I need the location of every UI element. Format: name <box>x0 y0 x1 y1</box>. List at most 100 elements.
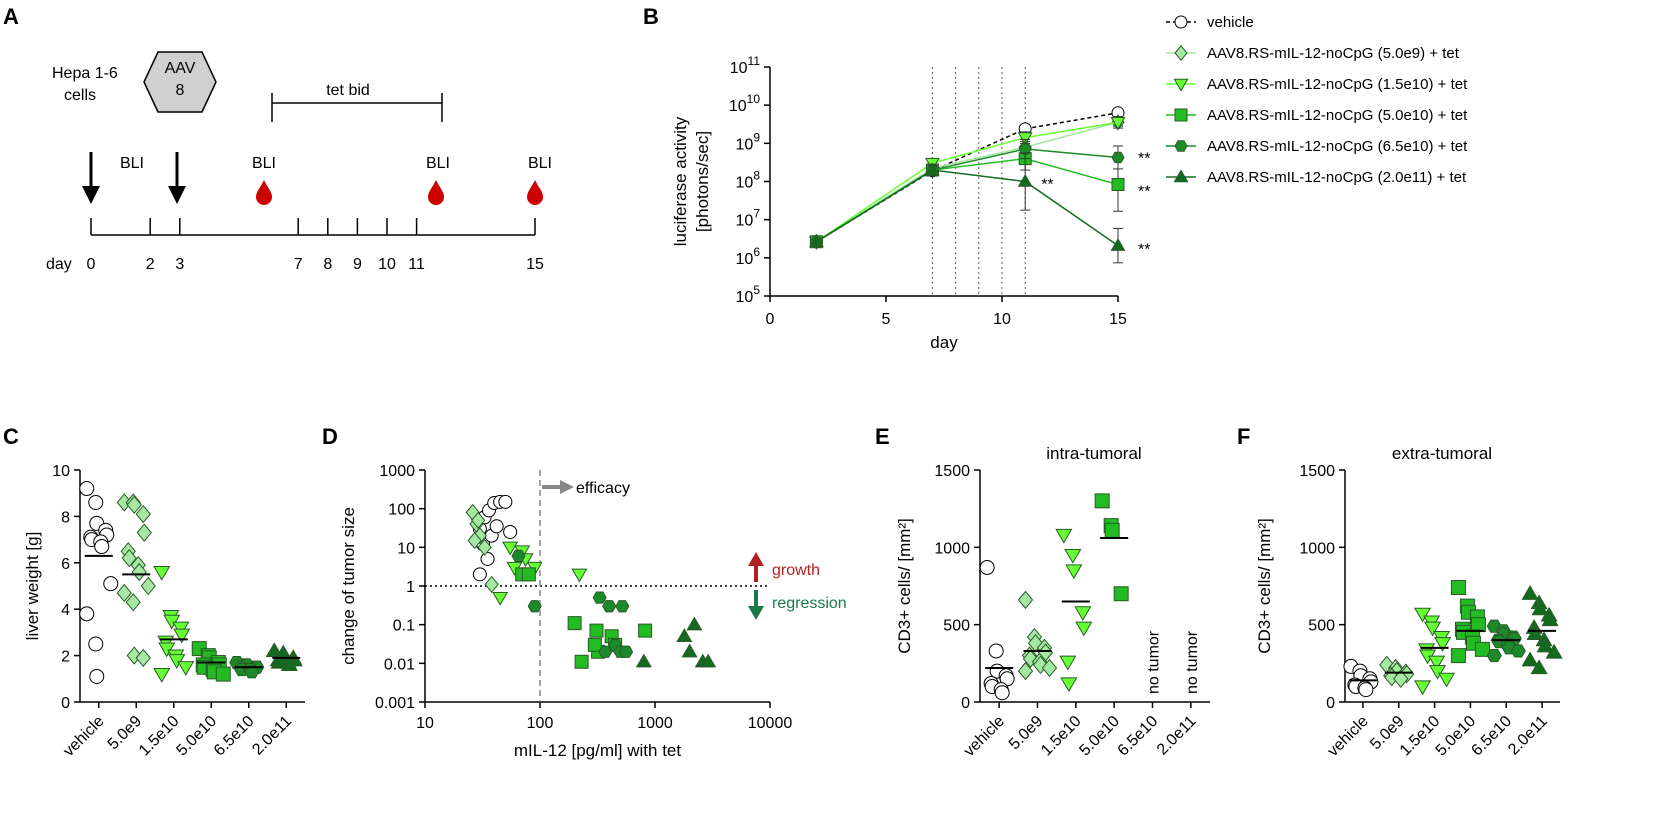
data-point <box>1438 672 1456 688</box>
data-point <box>1065 564 1083 580</box>
bli-label: BLI <box>252 155 276 172</box>
data-point <box>79 481 95 497</box>
data-point <box>153 668 171 683</box>
aav-arrow-icon <box>168 152 186 204</box>
category-label: vehicle <box>60 713 107 760</box>
x-tick-label: 5 <box>882 311 891 328</box>
y-tick-label: 0 <box>61 695 70 712</box>
y-tick-label: 1500 <box>1299 463 1335 480</box>
y-tick-label: 0.001 <box>375 695 415 712</box>
y-tick-label: 106 <box>736 245 761 268</box>
y-tick-label: 0 <box>1326 695 1335 712</box>
data-point <box>89 668 105 684</box>
y-tick-label: 107 <box>736 207 761 230</box>
chart-title: extra-tumoral <box>1392 444 1492 463</box>
legend-marker <box>1173 169 1189 183</box>
y-tick-exponent: 7 <box>753 207 760 221</box>
category-label: 1.5e10 <box>1038 713 1085 760</box>
data-point <box>177 661 195 676</box>
growth-label: growth <box>772 562 820 579</box>
data-point <box>635 653 652 668</box>
y-tick-exponent: 10 <box>747 92 761 106</box>
data-point <box>471 511 486 529</box>
cells-label-line2: cells <box>64 87 96 104</box>
y-tick-exponent: 8 <box>753 169 760 183</box>
panel-e-intratumoral: E 050010001500vehicle5.0e91.5e105.0e106.… <box>875 424 1210 760</box>
panel-d-tumor-size: D 0.001 0.01 0.1 1 10 100 1000 10 100 1000 10000 mI… <box>322 424 847 760</box>
panel-a-label: A <box>3 4 19 29</box>
data-point <box>1530 659 1548 675</box>
data-point <box>589 623 604 638</box>
data-point <box>1358 682 1374 698</box>
panel-f-extratumoral: F 050010001500vehicle5.0e91.5e105.0e106.… <box>1237 424 1563 760</box>
y-axis-label: luciferase activity <box>671 116 690 246</box>
cells-label-line1: Hepa 1-6 <box>52 65 118 82</box>
data-point <box>615 600 630 613</box>
significance-label: ** <box>1138 150 1150 167</box>
data-point <box>1110 238 1126 251</box>
data-point <box>979 559 995 575</box>
data-point <box>280 656 298 671</box>
y-tick-exponent: 9 <box>753 130 760 144</box>
data-point <box>527 600 542 613</box>
bli-label: BLI <box>528 155 552 172</box>
series-line <box>816 148 1119 243</box>
data-point <box>1450 580 1466 596</box>
data-point <box>467 531 482 550</box>
y-tick-label: 1011 <box>730 54 761 77</box>
y-tick-label: 0.1 <box>393 618 415 635</box>
data-point <box>1470 617 1486 633</box>
data-point <box>94 539 110 555</box>
data-point <box>994 685 1010 701</box>
x-axis-label: day <box>930 333 958 352</box>
legend-marker <box>1174 140 1188 152</box>
category-label: 2.0e11 <box>1505 713 1551 759</box>
data-point <box>121 548 137 568</box>
legend-marker <box>1174 108 1188 122</box>
data-point <box>1113 586 1129 602</box>
timeline-day-label: 9 <box>353 256 362 273</box>
timeline-day-label: 15 <box>526 256 544 273</box>
x-axis-label: mIL-12 [pg/ml] with tet <box>514 741 682 760</box>
x-tick-label: 10 <box>416 715 434 732</box>
data-point <box>1075 621 1093 637</box>
data-point <box>472 567 487 582</box>
data-point <box>1110 117 1126 130</box>
y-tick-label: 6 <box>61 556 70 573</box>
data-point <box>1041 658 1058 678</box>
data-point <box>125 593 141 612</box>
data-point <box>1521 585 1539 600</box>
data-point <box>1064 548 1082 564</box>
series-line <box>815 121 1119 243</box>
y-axis-label: CD3+ cells/ [mm²] <box>895 518 914 654</box>
y-tick-label: 1000 <box>379 463 415 480</box>
efficacy-arrowhead-icon <box>560 480 574 494</box>
legend-label: AAV8.RS-mIL-12-noCpG (1.5e10) + tet <box>1207 76 1468 93</box>
data-point <box>587 637 602 652</box>
y-tick-exponent: 6 <box>753 245 760 259</box>
data-point <box>598 645 613 658</box>
panel-a-timeline: A Hepa 1-6 cells AAV 8 tet bid BLI BLI B… <box>3 4 552 273</box>
y-tick-label: 500 <box>943 618 970 635</box>
data-point <box>153 565 171 581</box>
x-tick-label: 1000 <box>637 715 673 732</box>
data-point <box>1059 655 1077 671</box>
data-point <box>924 162 940 176</box>
blood-drop-icon <box>527 180 543 205</box>
category-label: 2.0e11 <box>249 713 295 759</box>
data-point <box>592 591 607 604</box>
x-tick-label: 10000 <box>748 715 793 732</box>
y-tick-label: 500 <box>1308 618 1335 635</box>
blood-drop-icon <box>256 180 272 205</box>
data-point <box>602 600 617 613</box>
data-point <box>1017 173 1033 187</box>
no-tumor-label: no tumor <box>1146 630 1163 694</box>
x-tick-label: 10 <box>993 311 1011 328</box>
legend-label: AAV8.RS-mIL-12-noCpG (5.0e10) + tet <box>1207 107 1468 124</box>
aav-hexagon-icon <box>143 51 217 113</box>
data-point <box>1414 680 1432 696</box>
data-point <box>1428 655 1446 671</box>
x-tick-label: 0 <box>766 311 775 328</box>
y-tick-label: 4 <box>61 602 70 619</box>
data-point <box>1429 664 1447 680</box>
